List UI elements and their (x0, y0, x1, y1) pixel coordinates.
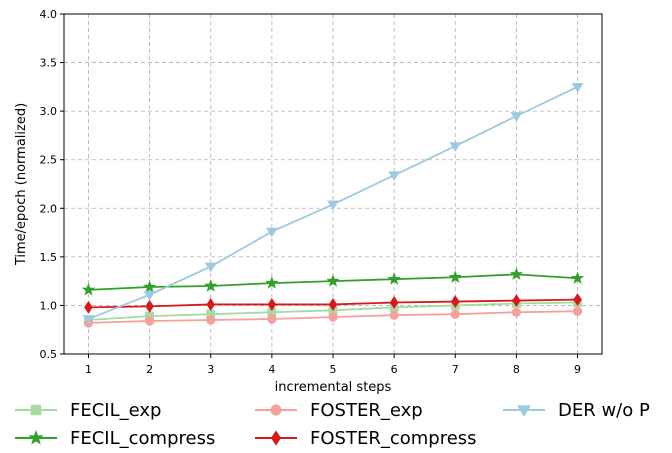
legend-item-foster-compress: FOSTER_compress (254, 426, 477, 450)
data-point-der-w-o-p (327, 200, 339, 211)
data-point-foster-compress (267, 297, 277, 311)
x-tick-label: 1 (85, 363, 92, 376)
legend-label-fecil-compress: FECIL_compress (70, 427, 216, 449)
series-der-w-o-p (82, 82, 584, 325)
legend-marker (271, 430, 281, 446)
data-point-fecil-compress (81, 282, 96, 296)
data-point-der-w-o-p (449, 142, 462, 152)
data-point-fecil-compress (143, 280, 157, 293)
legend-marker (516, 405, 532, 417)
series-layer (81, 82, 585, 328)
legend: FECIL_exp FECIL_compress FOSTER_exp FOST… (14, 398, 664, 452)
data-point-fecil-compress (326, 274, 340, 287)
legend-marker (30, 404, 42, 416)
y-tick-label: 0.5 (40, 348, 58, 361)
data-point-foster-exp (267, 314, 277, 324)
chart: 1 2 3 4 5 6 7 8 9 0.5 1.0 1.5 2.0 2.5 3.0 3.5 4.0 increm… (14, 8, 603, 395)
data-point-foster-compress (206, 297, 215, 311)
legend-label-foster-compress: FOSTER_compress (310, 427, 477, 449)
y-axis-label: Time/epoch (normalized) (14, 103, 29, 266)
legend-swatch-foster-exp (255, 404, 297, 416)
data-point-der-w-o-p (265, 227, 278, 238)
data-point-foster-compress (389, 296, 399, 309)
data-point-der-w-o-p (510, 112, 523, 122)
legend-item-fecil-compress: FECIL_compress (14, 426, 215, 450)
data-point-foster-exp (572, 306, 583, 316)
y-tick-label: 4.0 (40, 8, 58, 21)
data-point-der-w-o-p (82, 315, 95, 325)
x-tick-label: 6 (391, 363, 398, 376)
series-foster-compress (84, 293, 582, 314)
data-point-foster-exp (389, 310, 399, 320)
data-point-foster-exp (450, 309, 460, 319)
data-point-foster-compress (84, 300, 93, 314)
legend-item-fecil-exp: FECIL_exp (14, 398, 161, 422)
legend-item-foster-exp: FOSTER_exp (254, 398, 423, 422)
data-point-foster-compress (512, 294, 521, 308)
data-point-der-w-o-p (204, 262, 217, 273)
data-point-der-w-o-p (571, 82, 584, 93)
data-point-foster-exp (511, 307, 522, 317)
data-point-foster-compress (328, 297, 338, 311)
data-point-foster-exp (144, 316, 155, 326)
x-tick-label: 7 (452, 363, 459, 376)
legend-swatch-foster-compress (255, 430, 297, 446)
legend-marker (270, 404, 282, 416)
data-point-fecil-compress (204, 279, 218, 292)
x-tick-label: 9 (574, 363, 581, 376)
x-tick-label: 8 (513, 363, 520, 376)
data-point-fecil-compress (448, 270, 462, 283)
legend-label-der-wo-p: DER w/o P (558, 399, 650, 421)
legend-swatch-der-wo-p (503, 405, 545, 417)
axes: 1 2 3 4 5 6 7 8 9 0.5 1.0 1.5 2.0 2.5 3.0 3.5 4.0 (40, 8, 582, 376)
legend-item-der-wo-p: DER w/o P (502, 398, 650, 422)
x-tick-label: 5 (330, 363, 337, 376)
data-point-fecil-compress (509, 267, 523, 280)
y-tick-label: 2.5 (40, 154, 58, 167)
legend-swatch-fecil-exp (15, 404, 57, 416)
data-point-foster-compress (573, 293, 582, 307)
data-point-der-w-o-p (388, 171, 401, 182)
legend-swatch-fecil-compress (15, 429, 57, 445)
x-tick-label: 3 (207, 363, 214, 376)
y-tick-label: 1.5 (40, 251, 58, 264)
y-tick-label: 2.0 (40, 202, 58, 215)
data-point-fecil-compress (387, 272, 401, 285)
y-tick-label: 3.5 (40, 57, 58, 70)
x-tick-label: 2 (146, 363, 153, 376)
legend-marker (28, 429, 44, 445)
data-point-fecil-compress (570, 271, 585, 284)
x-tick-label: 4 (268, 363, 275, 376)
data-point-der-w-o-p (143, 290, 156, 301)
y-tick-label: 1.0 (40, 299, 58, 312)
data-point-foster-exp (206, 315, 216, 325)
data-point-foster-compress (145, 299, 154, 313)
legend-label-fecil-exp: FECIL_exp (70, 399, 162, 421)
x-axis-label: incremental steps (275, 380, 392, 395)
series-fecil-compress (81, 267, 585, 296)
data-point-fecil-compress (265, 276, 279, 289)
data-point-foster-compress (451, 295, 460, 309)
data-point-foster-exp (328, 312, 338, 322)
y-tick-label: 3.0 (40, 105, 58, 118)
legend-label-foster-exp: FOSTER_exp (310, 399, 423, 421)
